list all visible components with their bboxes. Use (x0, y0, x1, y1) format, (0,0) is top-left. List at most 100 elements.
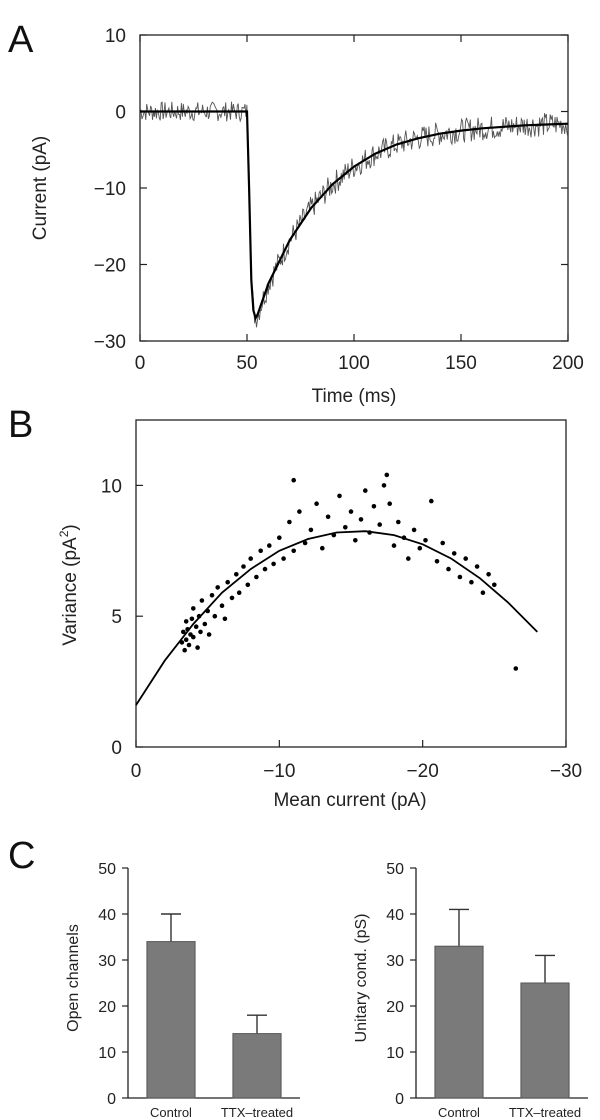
panel-b-data-point (325, 514, 331, 520)
panel-c-right-y-axis-label: Unitary cond. (pS) (353, 914, 370, 1043)
panel-b-data-point (451, 551, 457, 556)
panel-label-a: A (8, 19, 34, 61)
panel-b-x-axis-label: Mean current (pA) (273, 790, 426, 811)
panel-b-data-point (234, 572, 239, 577)
panel-a-x-tick-label: 150 (445, 353, 477, 374)
panel-a-fit-line (140, 110, 569, 322)
panel-b-data-point (513, 666, 519, 671)
panel-c-right-y-tick-label: 10 (386, 1045, 404, 1062)
panel-b-data-point (308, 527, 314, 533)
panel-b-data-point (291, 477, 297, 483)
panel-b-data-point (219, 603, 225, 608)
panel-b-data-point (287, 519, 292, 525)
panel-c-right-y-tick-label: 20 (386, 999, 404, 1016)
panel-b-data-point (202, 621, 208, 627)
panel-b-data-point (358, 517, 364, 522)
panel-b-x-tick-label: −30 (550, 761, 582, 782)
panel-b-data-point (209, 593, 215, 598)
panel-a-y-tick-label: −10 (94, 179, 126, 200)
panel-b-data-point (297, 509, 302, 514)
panel-b-data-point (446, 566, 451, 572)
panel-b-data-point (222, 616, 228, 622)
panel-b-data-point (474, 564, 480, 569)
panel-b-data-point (199, 598, 205, 603)
panel-b-data-point (348, 509, 354, 514)
panel-b-data-point (314, 501, 319, 507)
panel-a-y-tick-label: −30 (94, 332, 126, 353)
panel-c-left-y-tick-label: 0 (107, 1091, 116, 1108)
panel-b-data-point (191, 634, 196, 640)
panel-c-right-y-tick-label: 40 (386, 907, 404, 924)
panel-b-data-point (387, 501, 393, 507)
panel-b-data-point (189, 616, 195, 622)
panel-b-data-point (254, 574, 259, 580)
panel-a-x-tick-label: 50 (236, 353, 257, 374)
panel-c-left-bar (146, 941, 196, 1099)
panel-c-right-y-tick-label: 50 (386, 861, 404, 878)
panel-b-data-point (241, 564, 246, 569)
panel-b-y-axis-label-sup: 2 (57, 530, 71, 537)
panel-b-data-point (377, 522, 383, 527)
panel-b-data-point (396, 519, 401, 525)
panel-a-x-axis-label: Time (ms) (312, 386, 397, 407)
panel-b-data-point (480, 590, 486, 595)
panel-c-right-category-label: TTX–treated (509, 1105, 581, 1120)
panel-b-data-point (469, 579, 474, 585)
panel-b-y-axis-label-main: Variance (pA (60, 537, 81, 646)
panel-b-data-point (262, 566, 268, 572)
panel-b-data-point (225, 579, 230, 585)
panel-b-data-point (343, 525, 348, 530)
panel-c-right-bar (434, 945, 484, 1099)
panel-b-x-tick-label: 0 (131, 761, 142, 782)
panel-c-left-chart: 0 10 20 30 40 50 Control TTX–treated Open chan… (65, 861, 300, 1120)
panel-b-data-point (215, 585, 220, 590)
panel-b-data-point (291, 548, 297, 554)
panel-b-data-point (302, 540, 308, 546)
panel-b-data-point (236, 590, 242, 595)
panel-b-x-tick-label: −10 (263, 761, 295, 782)
panel-b-x-tick-label: −20 (407, 761, 439, 782)
panel-b-data-point (417, 545, 423, 551)
panel-b-data-point (229, 595, 235, 601)
panel-c-left-category-label: TTX–treated (221, 1105, 293, 1120)
panel-a-x-tick-label: 200 (552, 353, 584, 374)
panel-b-y-axis-label-end: ) (60, 524, 81, 530)
panel-b-data-point (183, 637, 189, 642)
panel-a-plot-frame (139, 34, 569, 342)
panel-b-data-point (198, 629, 203, 635)
panel-b-data-point (363, 488, 368, 493)
panel-b-data-point (191, 606, 196, 611)
panel-b-data-point (429, 498, 434, 504)
panel-b-data-point (486, 572, 491, 577)
panel-c-left-y-tick-label: 20 (98, 999, 116, 1016)
panel-b-plot-frame (135, 419, 567, 748)
panel-b-data-point (423, 538, 428, 543)
panel-c-left-y-tick-label: 40 (98, 907, 116, 924)
panel-b-data-point (277, 535, 282, 540)
panel-b-data-point (320, 545, 325, 551)
panel-c-right-category-label: Control (438, 1105, 480, 1120)
panel-b-data-point (183, 619, 189, 624)
panel-b-data-point (267, 543, 272, 548)
panel-label-b: B (8, 404, 33, 446)
panel-b-data-point (212, 613, 218, 619)
panel-b-y-tick-label: 10 (101, 476, 122, 497)
panel-b-data-point (440, 540, 446, 546)
panel-b-y-tick-label: 5 (111, 607, 122, 628)
panel-c-right-y-tick-label: 0 (395, 1091, 404, 1108)
panel-a-y-tick-label: 0 (115, 103, 126, 124)
panel-a-noisy-trace (139, 101, 569, 328)
panel-b-data-point (406, 556, 411, 561)
panel-b-data-point (181, 629, 186, 635)
panel-c-left-bar (232, 1033, 282, 1099)
panel-a-chart: 0 50 100 150 200 −30 −20 −10 0 10 Time (ms) Curre… (30, 26, 584, 407)
panel-a-y-tick-label: −20 (94, 256, 126, 277)
panel-b-data-point (353, 538, 358, 543)
panel-label-c: C (8, 835, 35, 877)
panel-b-data-point (186, 642, 192, 648)
panel-c-right-y-tick-label: 30 (386, 953, 404, 970)
panel-b-data-point (248, 556, 253, 561)
panel-a-x-tick-label: 100 (338, 353, 370, 374)
panel-c-right-chart: 0 10 20 30 40 50 Control TTX–treated Unitary c… (353, 861, 588, 1120)
